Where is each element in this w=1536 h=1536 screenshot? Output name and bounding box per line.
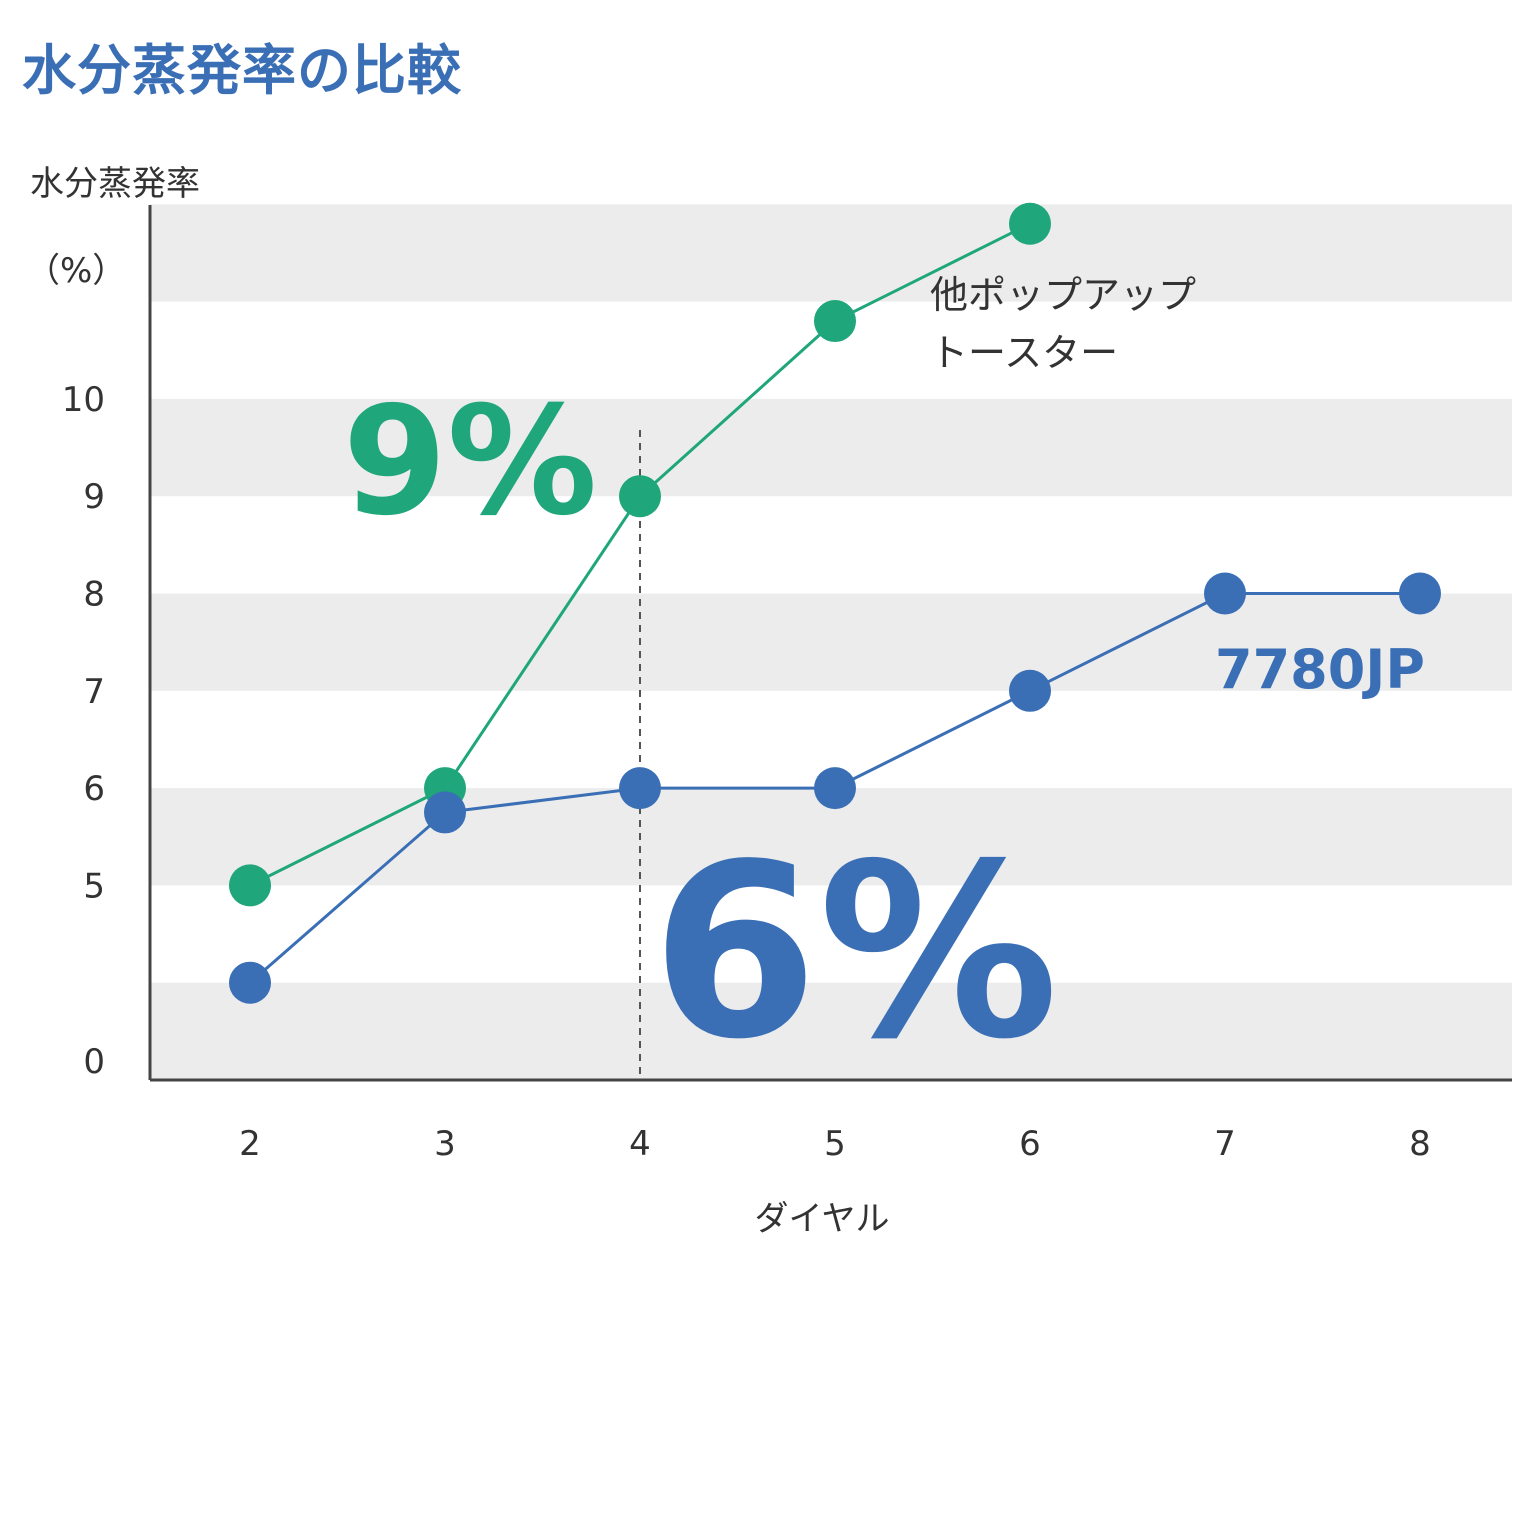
x-tick-label: 2 xyxy=(239,1124,261,1164)
x-tick-label: 8 xyxy=(1409,1124,1431,1164)
series-label-other-toasters-line1: 他ポップアップ xyxy=(930,273,1196,317)
data-point-7780jp xyxy=(229,961,271,1004)
grid-band xyxy=(150,593,1512,691)
series-label-7780jp: 7780JP xyxy=(1215,638,1425,701)
y-tick-label: 0 xyxy=(83,1042,105,1082)
x-axis-title: ダイヤル xyxy=(755,1199,890,1239)
data-point-other-toasters xyxy=(1009,202,1051,245)
data-point-7780jp xyxy=(619,767,661,810)
data-point-7780jp xyxy=(424,791,466,834)
x-tick-label: 3 xyxy=(434,1124,456,1164)
y-tick-label: 5 xyxy=(83,866,105,906)
y-tick-label: 8 xyxy=(83,575,105,615)
y-axis-title: 水分蒸発率 xyxy=(30,164,200,204)
callout-9-percent: 9% xyxy=(343,375,598,549)
data-point-7780jp xyxy=(814,767,856,810)
grid-band xyxy=(150,204,1512,302)
grid-band xyxy=(150,398,1512,497)
x-tick-label: 6 xyxy=(1019,1124,1041,1164)
data-point-7780jp xyxy=(1399,572,1441,615)
data-point-other-toasters xyxy=(814,300,856,343)
grid-band xyxy=(150,982,1512,1080)
y-tick-label: 9 xyxy=(83,477,105,517)
data-point-other-toasters xyxy=(619,475,661,518)
x-tick-label: 7 xyxy=(1214,1124,1236,1164)
x-tick-label: 4 xyxy=(629,1124,651,1164)
x-tick-label: 5 xyxy=(824,1124,846,1164)
page-title: 水分蒸発率の比較 xyxy=(22,39,462,102)
data-point-other-toasters xyxy=(229,864,271,907)
y-tick-label: 6 xyxy=(83,769,105,809)
y-tick-label: 7 xyxy=(83,672,105,712)
callout-6-percent: 6% xyxy=(651,812,1058,1092)
series-label-other-toasters-line2: トースター xyxy=(930,331,1118,375)
y-tick-label: 10 xyxy=(62,380,105,420)
data-point-7780jp xyxy=(1009,669,1051,712)
y-axis-unit: （%） xyxy=(26,251,126,291)
data-point-7780jp xyxy=(1204,572,1246,615)
